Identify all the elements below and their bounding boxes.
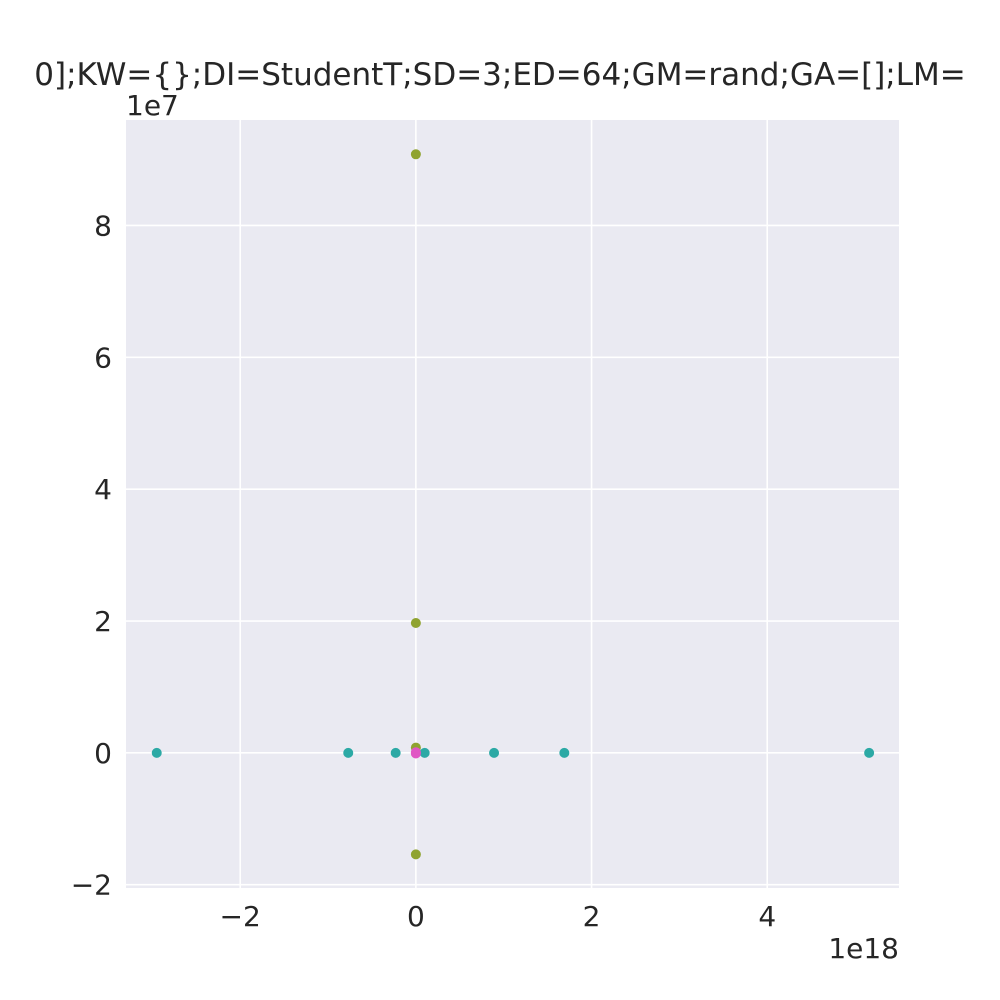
scatter-point bbox=[559, 747, 570, 758]
grid bbox=[126, 120, 899, 888]
scatter-point bbox=[343, 747, 354, 758]
scatter-point bbox=[151, 747, 162, 758]
y-tick-label: 2 bbox=[94, 605, 112, 638]
scatter-point bbox=[489, 747, 500, 758]
x-tick-label: 4 bbox=[758, 900, 776, 933]
y-tick-label: −2 bbox=[71, 869, 112, 902]
chart-title: 0];KW={};DI=StudentT;SD=3;ED=64;GM=rand;… bbox=[34, 57, 966, 93]
scatter-point bbox=[390, 747, 401, 758]
scatter-point bbox=[419, 747, 430, 758]
plot-area bbox=[126, 120, 899, 888]
y-tick-labels: −2 0 2 4 6 8 bbox=[71, 209, 112, 901]
scatter-point bbox=[410, 748, 421, 759]
y-tick-label: 8 bbox=[94, 209, 112, 242]
x-tick-label: 2 bbox=[583, 900, 601, 933]
x-tick-label: −2 bbox=[220, 900, 261, 933]
scatter-point bbox=[410, 849, 421, 860]
x-tick-labels: −2 0 2 4 bbox=[220, 900, 777, 933]
y-tick-label: 6 bbox=[94, 341, 112, 374]
data-points bbox=[151, 149, 875, 860]
scatter-point bbox=[864, 747, 875, 758]
scatter-point bbox=[410, 617, 421, 628]
x-tick-label: 0 bbox=[407, 900, 425, 933]
scatter-point bbox=[410, 149, 421, 160]
x-offset-label: 1e18 bbox=[828, 932, 899, 965]
y-offset-label: 1e7 bbox=[126, 89, 179, 122]
y-tick-label: 0 bbox=[94, 737, 112, 770]
y-tick-label: 4 bbox=[94, 473, 112, 506]
